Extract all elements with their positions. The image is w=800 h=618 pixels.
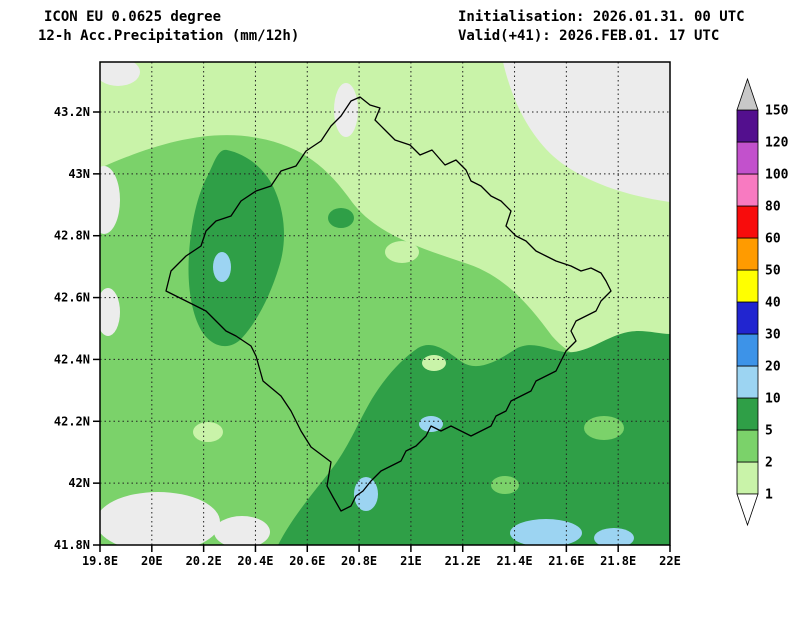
colorbar-label: 80 <box>765 200 781 215</box>
colorbar-segment <box>736 429 759 463</box>
lon-tick-label: 20.2E <box>186 554 222 568</box>
lat-tick-label: 42.2N <box>54 414 90 428</box>
colorbar-segment <box>736 269 759 303</box>
colorbar-label: 5 <box>765 424 773 439</box>
colorbar-label: 120 <box>765 136 789 151</box>
product-title: 12-h Acc.Precipitation (mm/12h) <box>38 28 299 44</box>
lat-tick-label: 43N <box>68 167 90 181</box>
field-lighter-spot-in-dark <box>491 476 519 494</box>
colorbar-label: 50 <box>765 264 781 279</box>
colorbar-label: 40 <box>765 296 781 311</box>
field-region-lt1mm-southwest <box>100 492 220 545</box>
colorbar-segment <box>736 173 759 207</box>
lon-tick-label: 21.4E <box>496 554 532 568</box>
lon-tick-label: 20.8E <box>341 554 377 568</box>
init-time-label: Initialisation: 2026.01.31. 00 UTC <box>458 9 745 25</box>
axes-layer: 43.2N 43N 42.8N 42.6N 42.4N 42.2N 42N 41.8N 19.8… <box>54 105 681 568</box>
field-region-lt1mm-northeast <box>503 62 670 202</box>
field-pale-spot <box>385 241 419 263</box>
lat-tick-label: 42.8N <box>54 229 90 243</box>
lon-tick-label: 21.2E <box>445 554 481 568</box>
colorbar-segment <box>736 397 759 431</box>
colorbar-label: 2 <box>765 456 773 471</box>
colorbar-above-max-arrow <box>736 77 759 111</box>
colorbar-label: 20 <box>765 360 781 375</box>
field-region-lt1mm-spot <box>100 288 120 336</box>
field-region-5-10mm-west <box>188 149 285 347</box>
colorbar-label: 100 <box>765 168 789 183</box>
colorbar-segment <box>736 301 759 335</box>
map-frame <box>99 61 671 546</box>
field-region-10-20mm-spot <box>354 477 378 511</box>
field-region-10-20mm-spot <box>419 416 443 432</box>
field-pale-spot <box>193 422 223 442</box>
colorbar-segment <box>736 109 759 143</box>
lat-tick-label: 41.8N <box>54 538 90 552</box>
field-region-10-20mm-spot <box>510 519 582 545</box>
colorbar: 1 2 5 10 20 30 40 50 60 80 100 120 150 <box>736 77 789 527</box>
lon-tick-label: 19.8E <box>82 554 118 568</box>
model-title: ICON EU 0.0625 degree <box>44 9 221 25</box>
lon-tick-label: 20E <box>141 554 163 568</box>
lon-tick-label: 20.4E <box>237 554 273 568</box>
colorbar-segment <box>736 333 759 367</box>
field-region-10-20mm-spot <box>594 528 634 545</box>
field-lighter-spot-in-dark <box>584 416 624 440</box>
field-region-10-20mm-spot <box>213 252 231 282</box>
graticule-layer <box>100 62 670 545</box>
valid-time-label: Valid(+41): 2026.FEB.01. 17 UTC <box>458 28 719 44</box>
lat-tick-label: 42N <box>68 476 90 490</box>
lat-tick-label: 43.2N <box>54 105 90 119</box>
lon-tick-label: 22E <box>659 554 681 568</box>
colorbar-label: 1 <box>765 488 773 503</box>
colorbar-segment <box>736 141 759 175</box>
colorbar-label: 30 <box>765 328 781 343</box>
field-region-lt1mm-spot <box>100 62 140 86</box>
lon-tick-label: 21.6E <box>548 554 584 568</box>
field-region-5-10mm-spot <box>328 208 354 228</box>
field-region-lt1mm-spot <box>100 166 120 234</box>
field-region-lt1mm-southwest <box>214 516 270 545</box>
precip-field <box>100 62 670 545</box>
colorbar-label: 60 <box>765 232 781 247</box>
colorbar-segment <box>736 237 759 271</box>
lon-tick-label: 21.8E <box>600 554 636 568</box>
colorbar-below-min-arrow <box>736 493 759 527</box>
field-pale-spot <box>422 355 446 371</box>
lon-tick-label: 20.6E <box>289 554 325 568</box>
colorbar-label: 10 <box>765 392 781 407</box>
colorbar-segment <box>736 365 759 399</box>
field-region-lt1mm-spot <box>334 83 358 137</box>
lat-tick-label: 42.6N <box>54 291 90 305</box>
colorbar-segment <box>736 205 759 239</box>
lat-tick-label: 42.4N <box>54 352 90 366</box>
lon-tick-label: 21E <box>400 554 422 568</box>
colorbar-segment <box>736 461 759 495</box>
kosovo-border <box>165 96 612 512</box>
colorbar-label: 150 <box>765 104 789 119</box>
